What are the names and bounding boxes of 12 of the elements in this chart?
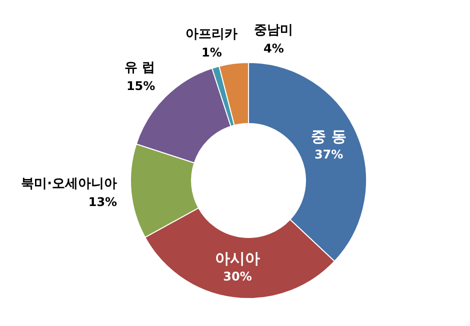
data-label: 30% [223, 269, 252, 284]
slice-label: 북미·오세아니아 [21, 176, 118, 192]
data-label: 37% [314, 148, 344, 162]
slice-label: 중 동 [311, 128, 346, 146]
slice-label: 아프리카 [186, 27, 238, 42]
slice-label: 중남미 [254, 23, 294, 38]
slice-label: 유 럽 [124, 60, 156, 76]
data-label: 4% [263, 42, 284, 56]
data-label: 1% [201, 46, 222, 60]
data-label: 13% [88, 194, 118, 209]
slice-label: 아시아 [215, 249, 260, 268]
data-label: 15% [126, 79, 156, 94]
